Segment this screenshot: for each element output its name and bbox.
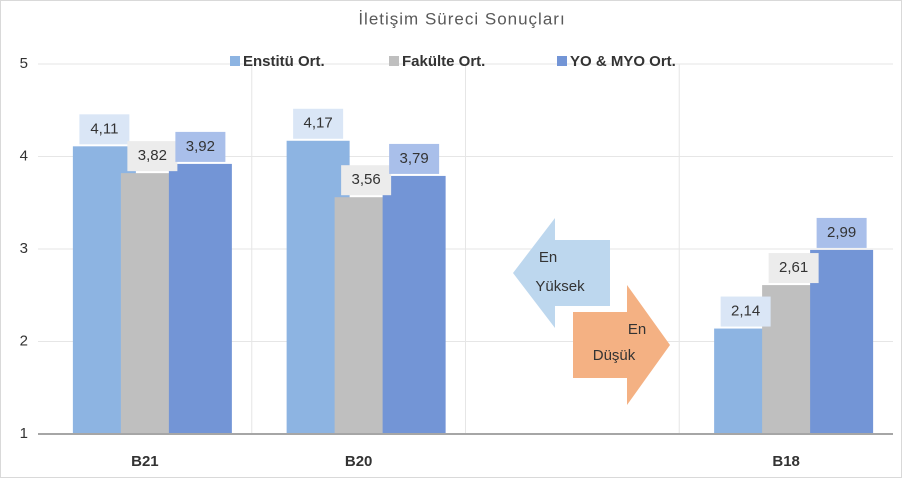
data-label: 3,92	[186, 138, 215, 155]
data-label-box	[293, 108, 344, 139]
data-label-box	[389, 143, 440, 174]
data-label: 4,17	[304, 115, 333, 132]
y-tick-label: 5	[20, 55, 28, 72]
data-label: 3,82	[138, 147, 167, 164]
annotation-high: En Yüksek	[513, 218, 610, 328]
data-label-box	[341, 165, 392, 196]
annotation-text: Yüksek	[535, 278, 585, 295]
legend-swatch	[389, 56, 399, 66]
bar	[810, 249, 874, 434]
y-tick-label: 3	[20, 240, 28, 257]
x-tick-label: B20	[345, 453, 373, 470]
data-label: 2,99	[827, 224, 856, 241]
bar	[382, 175, 446, 435]
arrow-right	[573, 285, 670, 405]
data-label: 3,56	[352, 171, 381, 188]
legend-swatch	[557, 56, 567, 66]
annotation-low: En Düşük	[573, 285, 670, 405]
legend-label: Enstitü Ort.	[243, 53, 325, 70]
data-label-box	[127, 141, 178, 172]
data-label-box	[768, 253, 819, 284]
data-label-box	[175, 131, 226, 162]
bar	[168, 163, 232, 434]
y-tick-label: 4	[20, 147, 28, 164]
x-tick-label: B21	[131, 453, 159, 470]
data-label-box	[720, 296, 771, 327]
data-label-box	[816, 217, 867, 248]
data-label: 3,79	[400, 150, 429, 167]
annotation-text: En	[539, 249, 557, 266]
x-tick-label: B18	[772, 453, 800, 470]
data-label: 2,14	[731, 303, 760, 320]
plot: 1 2 3 4 5 B21 4,11 3,82 3,92 B20 4,17 3,56 3,79 B18 2,…	[20, 55, 893, 470]
legend-label: YO & MYO Ort.	[570, 53, 676, 70]
chart-title: İletişim Süreci Sonuçları	[358, 9, 565, 28]
data-label: 2,61	[779, 259, 808, 276]
y-tick-label: 2	[20, 332, 28, 349]
data-label: 4,11	[90, 120, 118, 137]
data-label-box	[79, 114, 130, 145]
legend-swatch	[230, 56, 240, 66]
arrow-left	[513, 218, 610, 328]
annotation-text: Düşük	[593, 347, 636, 364]
y-tick-label: 1	[20, 425, 28, 442]
annotation-text: En	[628, 321, 646, 338]
legend-label: Fakülte Ort.	[402, 53, 485, 70]
